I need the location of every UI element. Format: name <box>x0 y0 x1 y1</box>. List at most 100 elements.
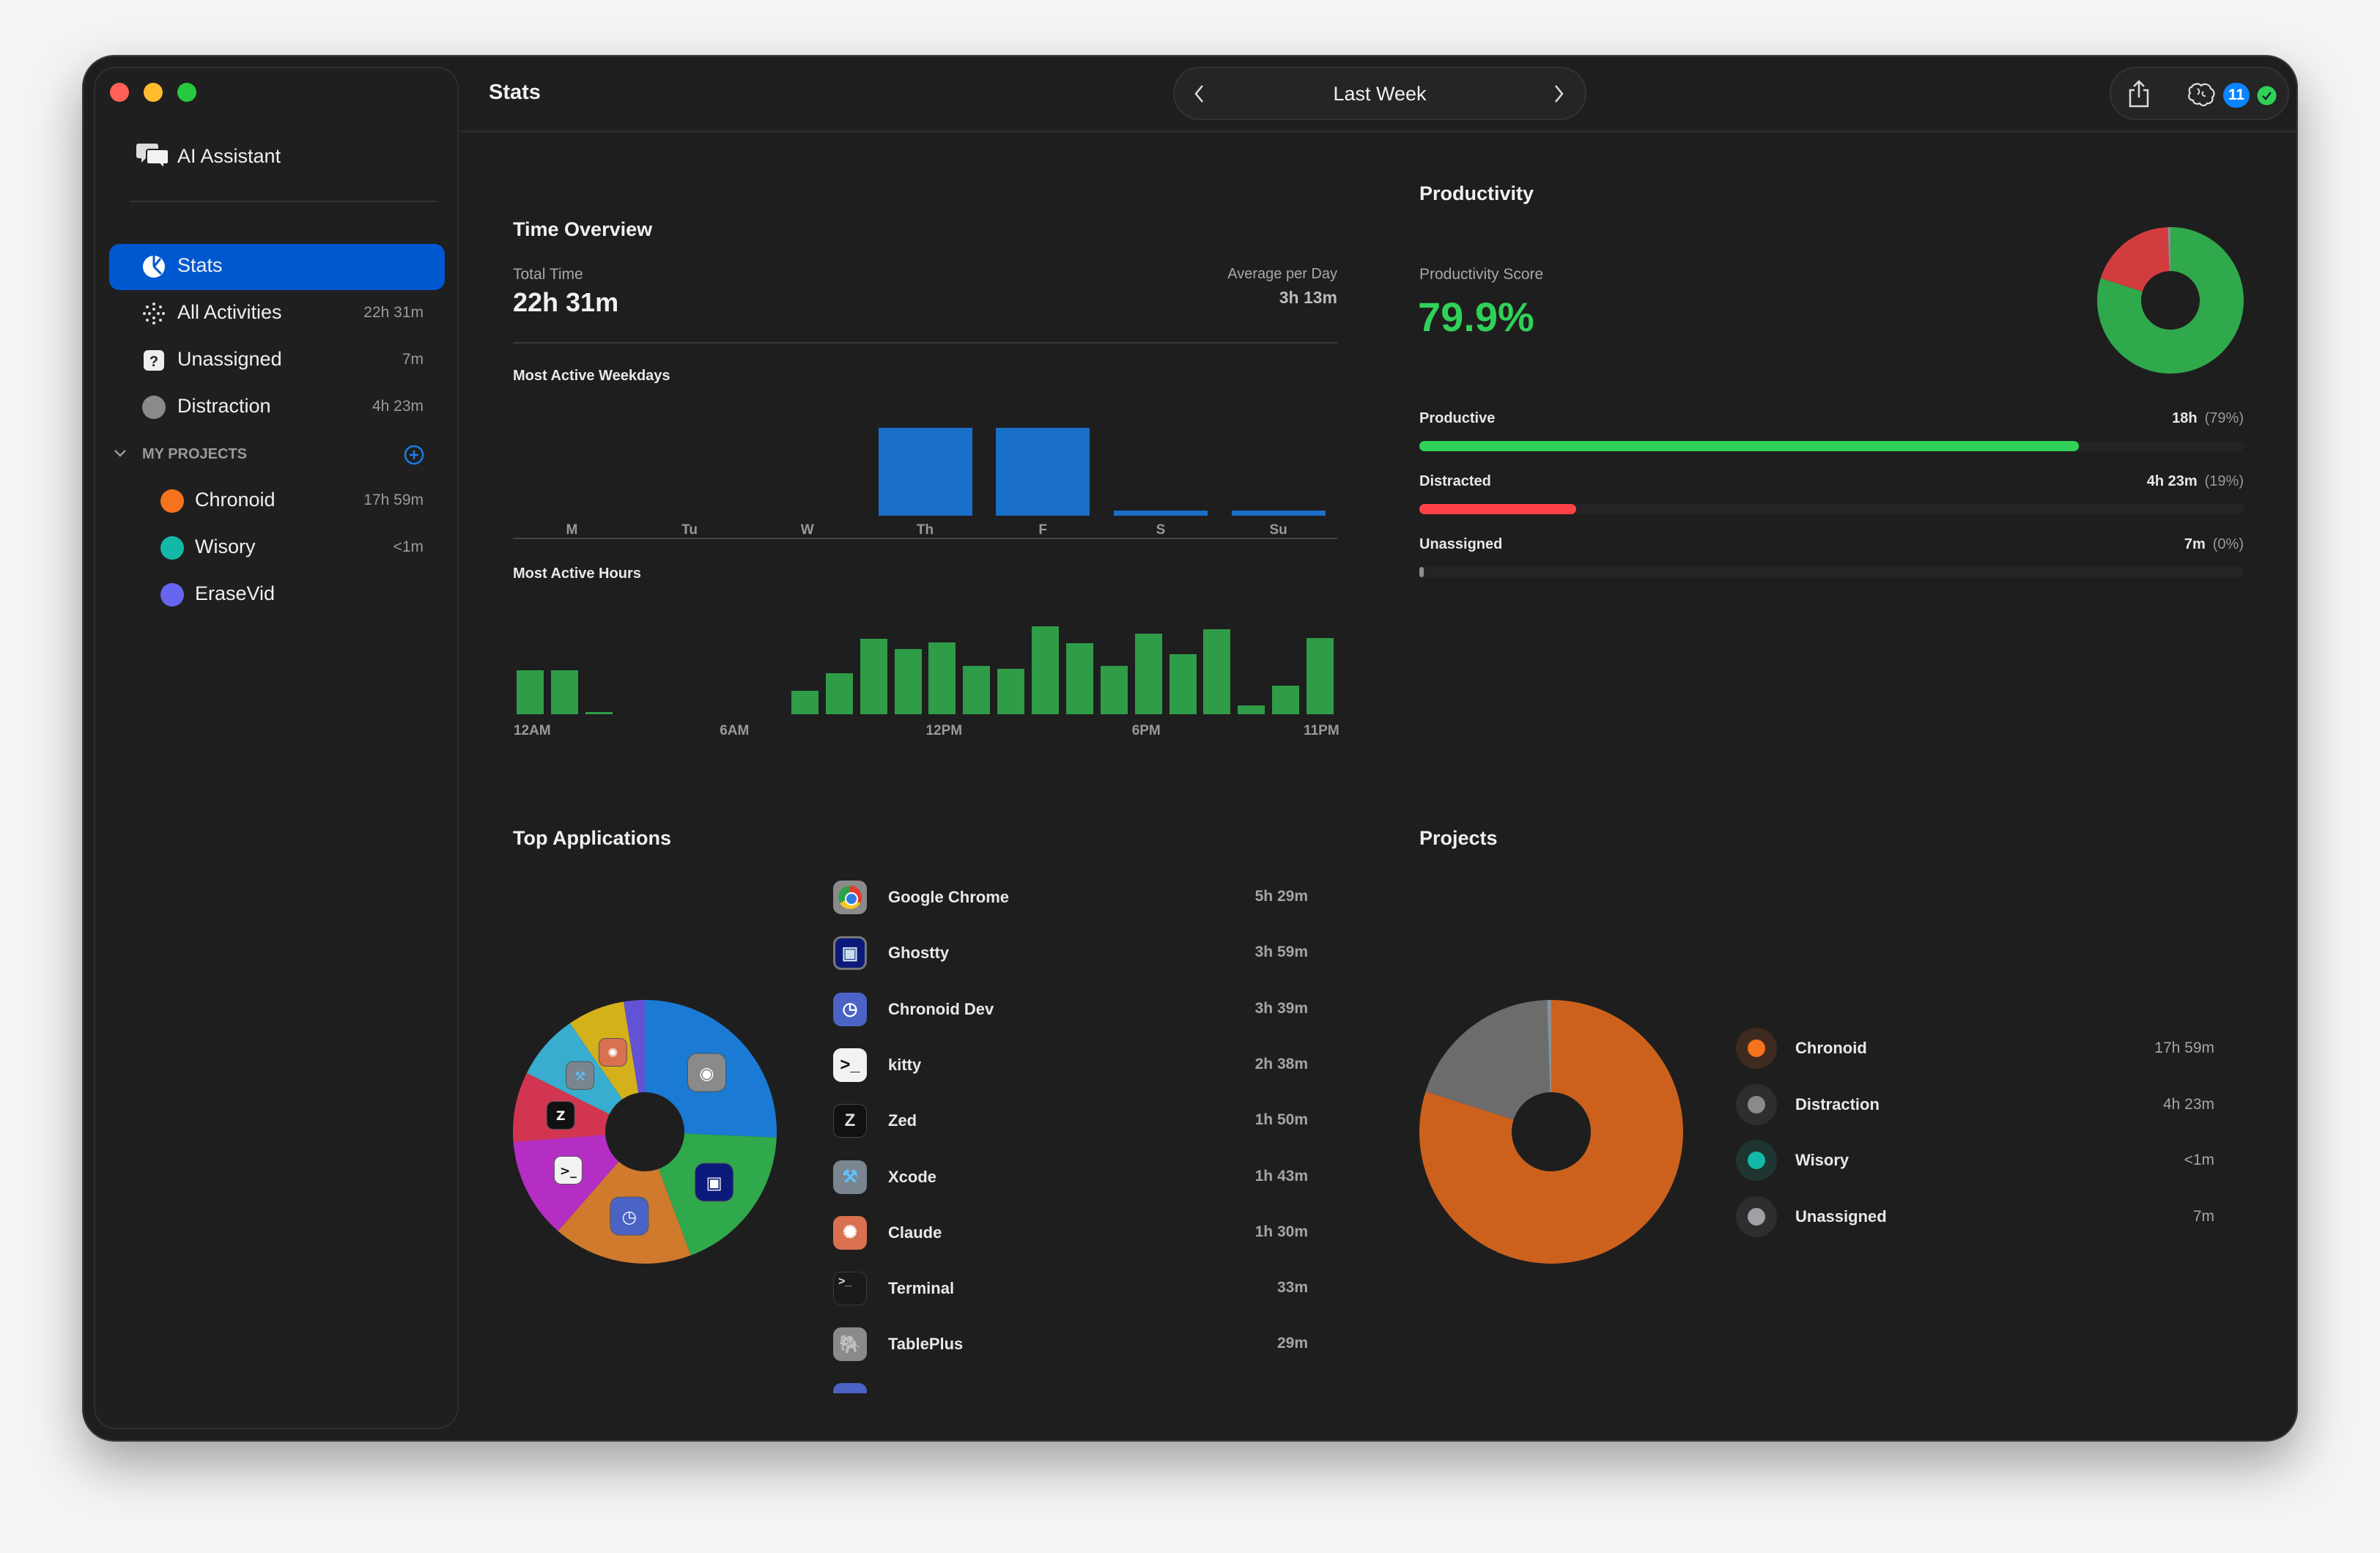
sidebar-project-value: 17h 59m <box>363 492 424 508</box>
toolbar-actions: 11 <box>2110 67 2289 120</box>
app-list-item[interactable]: >_ kitty 2h 38m <box>832 1044 1315 1088</box>
project-legend-name: Wisory <box>1795 1151 1849 1169</box>
sidebar-project-chronoid[interactable]: Chronoid 17h 59m <box>109 478 445 525</box>
app-list-item[interactable]: ◷ Chronoid Dev 3h 39m <box>832 988 1315 1032</box>
notification-badge[interactable]: 11 <box>2223 83 2250 108</box>
app-list-item[interactable]: Google Chrome 5h 29m <box>832 876 1315 920</box>
productivity-row-value: 7m (0%) <box>2184 536 2244 553</box>
page-title: Stats <box>489 81 541 104</box>
question-icon: ? <box>144 350 164 371</box>
zoom-window-button[interactable] <box>177 83 196 102</box>
bar-4PM <box>1065 643 1093 714</box>
sidebar-project-wisory[interactable]: Wisory <1m <box>109 525 445 571</box>
project-legend-time: 7m <box>2192 1207 2214 1225</box>
slice-distraction[interactable] <box>1425 1000 1551 1120</box>
chat-bubbles-icon <box>136 144 169 170</box>
slice-unassigned[interactable] <box>2168 227 2170 272</box>
x-tick-label: F <box>1038 522 1047 538</box>
sidebar-item-stats[interactable]: Stats <box>109 244 445 290</box>
sidebar-item-value: 7m <box>402 351 424 368</box>
app-name: Claude <box>888 1223 942 1242</box>
minimize-window-button[interactable] <box>144 83 163 102</box>
previous-period-button[interactable] <box>1192 83 1207 105</box>
bar-9AM <box>825 673 853 714</box>
sidebar-item-distraction[interactable]: Distraction 4h 23m <box>109 385 445 431</box>
bar-2PM <box>997 668 1025 714</box>
chrome-app-icon <box>833 881 867 914</box>
app-name: Google Chrome <box>888 888 1010 906</box>
bar-11AM <box>894 648 922 714</box>
slice-distracted[interactable] <box>2100 227 2170 292</box>
applications-pie-chart: ◉ ▣ ◷ >_ Z ⚒ ✺ <box>513 1000 777 1264</box>
bar-Su <box>1231 511 1326 516</box>
slice-unassigned[interactable] <box>1547 1000 1551 1093</box>
bar-7PM <box>1169 653 1197 714</box>
app-list-item[interactable]: >_ Terminal 33m <box>832 1267 1315 1311</box>
app-time: 3h 59m <box>1254 944 1308 961</box>
brain-icon[interactable] <box>2184 81 2217 108</box>
productivity-row-time: 7m <box>2184 536 2206 552</box>
projects-pie-chart <box>1419 1000 1683 1264</box>
app-list-item[interactable]: ✺ Claude 1h 30m <box>832 1212 1315 1256</box>
ai-assistant-button[interactable]: AI Assistant <box>136 139 443 171</box>
x-axis-line <box>513 538 1337 539</box>
time-overview-title: Time Overview <box>513 218 653 240</box>
bar-5PM <box>1100 665 1128 714</box>
slice-wisory[interactable] <box>1546 1000 1551 1093</box>
ghostty-app-icon-glyph: ▣ <box>706 1173 722 1193</box>
productivity-donut-chart <box>2097 227 2244 374</box>
app-list-item[interactable]: ▣ Ghostty 3h 59m <box>832 932 1315 976</box>
productivity-row-time: 18h <box>2172 410 2198 426</box>
bar-11PM <box>1307 638 1334 714</box>
progress-fill <box>1419 504 1576 514</box>
bar-S <box>1113 511 1208 516</box>
project-legend-name: Unassigned <box>1795 1207 1887 1226</box>
sidebar-project-value: <1m <box>393 538 424 555</box>
share-button[interactable] <box>2126 78 2152 109</box>
sidebar <box>94 67 459 1429</box>
applications-list[interactable]: Google Chrome 5h 29m ▣ Ghostty 3h 59m ◷ Chrono… <box>828 872 1326 1393</box>
project-legend-name: Distraction <box>1795 1094 1880 1113</box>
ai-assistant-label: AI Assistant <box>177 145 281 167</box>
bar-8PM <box>1203 629 1231 714</box>
sidebar-project-label: EraseVid <box>195 582 276 604</box>
progress-fill <box>1419 567 1424 577</box>
project-legend-dot-icon <box>1736 1028 1777 1069</box>
slice-terminal[interactable] <box>623 1000 645 1093</box>
bar-Th <box>878 428 972 516</box>
bar-10AM <box>860 639 887 714</box>
app-list-item[interactable]: 🐘 TablePlus 29m <box>832 1323 1315 1367</box>
bar-2AM <box>585 711 613 714</box>
x-tick-label: W <box>800 522 814 538</box>
sidebar-item-all-activities[interactable]: All Activities 22h 31m <box>109 291 445 337</box>
x-tick-label: 12PM <box>925 723 963 738</box>
sidebar-project-label: Wisory <box>195 535 256 557</box>
x-tick-label: M <box>566 522 578 538</box>
bar-9PM <box>1238 705 1265 714</box>
next-period-button[interactable] <box>1551 83 1566 105</box>
app-list-item[interactable]: Z Zed 1h 50m <box>832 1100 1315 1144</box>
chevron-down-icon[interactable] <box>113 448 128 459</box>
add-project-button[interactable] <box>404 445 424 465</box>
sidebar-item-value: 4h 23m <box>372 398 424 415</box>
top-applications-title: Top Applications <box>513 827 671 849</box>
sidebar-item-unassigned[interactable]: ? Unassigned 7m <box>109 338 445 384</box>
project-legend-time: <1m <box>2184 1152 2214 1168</box>
tableplus-app-icon: 🐘 <box>833 1327 867 1362</box>
sidebar-project-erasevid[interactable]: EraseVid <box>109 572 445 618</box>
app-name: Xcode <box>888 1167 937 1186</box>
sidebar-divider <box>130 201 437 202</box>
project-legend-name: Chronoid <box>1795 1039 1867 1057</box>
close-window-button[interactable] <box>110 83 129 102</box>
sidebar-item-label: Unassigned <box>177 348 282 370</box>
productivity-row-label: Productive <box>1419 410 1496 426</box>
sidebar-item-label: All Activities <box>177 301 282 323</box>
chronoid-app-icon-glyph: ◷ <box>622 1207 637 1227</box>
bar-8AM <box>791 691 818 714</box>
slice-chronoid[interactable] <box>1419 1000 1683 1264</box>
app-list-item[interactable]: ⚒ Xcode 1h 43m <box>832 1156 1315 1200</box>
app-name: kitty <box>888 1055 922 1074</box>
x-tick-label: Tu <box>681 522 698 538</box>
slice-productive[interactable] <box>2097 227 2244 374</box>
app-time: 1h 43m <box>1254 1167 1308 1185</box>
